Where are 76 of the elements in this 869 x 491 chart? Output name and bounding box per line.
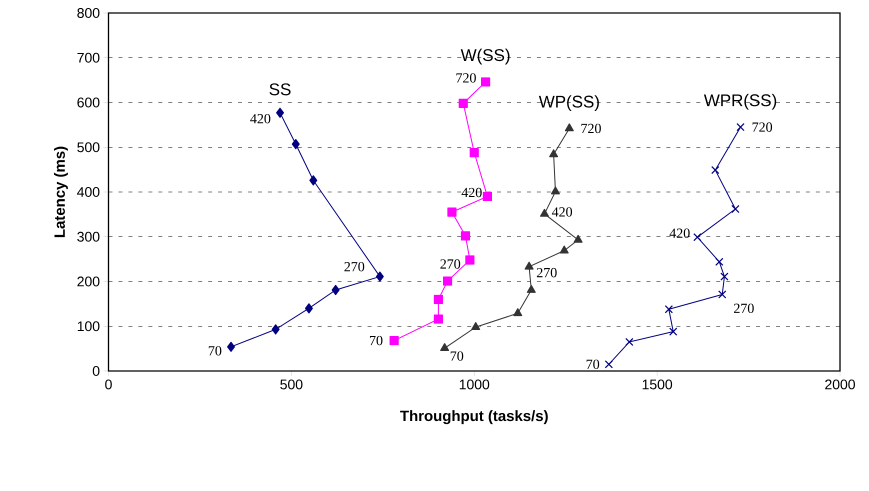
point <box>471 322 480 330</box>
point <box>549 149 558 158</box>
point <box>625 338 634 346</box>
point <box>434 314 443 324</box>
x-tick-label: 2000 <box>825 379 855 390</box>
annotation: 70 <box>208 346 222 356</box>
point <box>664 305 673 314</box>
annotation: 420 <box>250 114 270 124</box>
annotation: 420 <box>552 207 572 217</box>
point <box>481 77 490 86</box>
point <box>470 148 479 158</box>
x-tick-label: 1000 <box>460 379 490 390</box>
point <box>304 303 313 314</box>
point <box>513 308 522 316</box>
point <box>526 284 536 293</box>
y-tick-label: 600 <box>77 98 100 108</box>
x-axis-title: Throughput (tasks/s) <box>400 410 548 424</box>
point <box>442 276 452 286</box>
annotation: 70 <box>586 360 600 369</box>
point <box>376 271 384 282</box>
point <box>693 233 702 242</box>
point <box>540 208 549 217</box>
point <box>524 262 534 270</box>
point <box>604 360 613 368</box>
y-tick-label: 100 <box>78 321 100 332</box>
point <box>332 284 340 296</box>
point <box>447 208 457 217</box>
point <box>460 231 470 240</box>
series-label: WP(SS) <box>538 95 599 111</box>
annotation: 70 <box>450 351 464 361</box>
y-tick-label: 300 <box>77 232 100 242</box>
point <box>434 294 443 304</box>
point <box>731 204 740 214</box>
point <box>276 108 284 118</box>
series-label: WPR(SS) <box>704 94 776 110</box>
point <box>669 328 678 336</box>
series-label: SS <box>270 83 291 96</box>
point <box>272 324 280 334</box>
point <box>292 139 300 150</box>
point <box>718 290 726 299</box>
point <box>309 175 318 186</box>
y-tick-label: 200 <box>77 276 100 286</box>
point <box>560 246 569 254</box>
annotation: 720 <box>752 122 772 132</box>
point <box>564 123 574 132</box>
point <box>482 192 492 202</box>
point <box>465 255 474 265</box>
annotation: 420 <box>670 228 690 238</box>
x-tick-label: 500 <box>280 379 302 390</box>
point <box>720 272 729 281</box>
y-tick-label: 800 <box>77 8 100 18</box>
annotation: 270 <box>536 268 557 278</box>
y-tick-label: 700 <box>77 52 100 63</box>
point <box>227 342 235 352</box>
point <box>550 186 560 194</box>
annotation: 70 <box>370 336 382 346</box>
annotation: 270 <box>344 262 364 272</box>
annotation: 720 <box>456 73 476 83</box>
point <box>736 122 745 132</box>
point <box>574 234 583 243</box>
annotation: 720 <box>581 124 601 134</box>
point <box>390 336 399 346</box>
point <box>440 343 450 352</box>
annotation: 420 <box>462 188 482 198</box>
annotation: 270 <box>440 259 460 269</box>
point <box>458 98 468 108</box>
point <box>715 258 724 266</box>
x-tick-label: 0 <box>105 379 112 390</box>
y-tick-label: 500 <box>77 142 100 152</box>
y-axis-title: Latency (ms) <box>54 146 68 238</box>
annotation: 270 <box>734 304 754 314</box>
series-label: W(SS) <box>460 48 510 64</box>
point <box>711 166 720 174</box>
y-tick-label: 400 <box>77 187 100 197</box>
x-tick-label: 1500 <box>642 379 672 390</box>
y-tick-label: 0 <box>92 366 100 376</box>
